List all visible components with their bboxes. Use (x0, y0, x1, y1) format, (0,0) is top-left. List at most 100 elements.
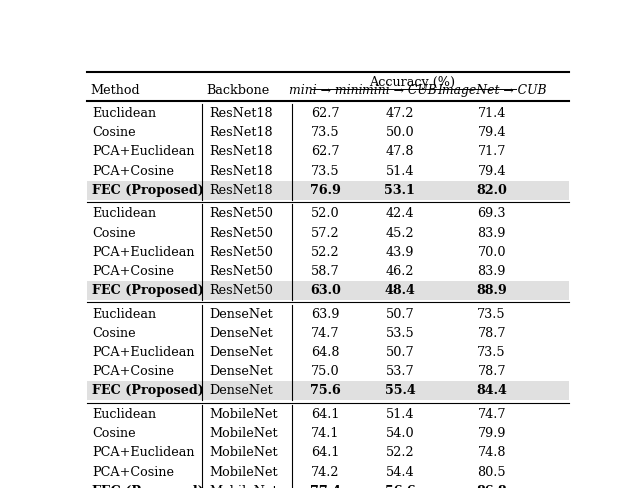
Text: FEC (Proposed): FEC (Proposed) (92, 485, 204, 488)
Text: 51.4: 51.4 (386, 164, 414, 178)
Text: 83.9: 83.9 (477, 226, 506, 240)
Text: 47.2: 47.2 (386, 107, 414, 120)
Text: 78.7: 78.7 (477, 365, 506, 378)
Text: 74.7: 74.7 (477, 408, 506, 421)
Text: Cosine: Cosine (92, 126, 136, 139)
Text: 73.5: 73.5 (311, 164, 340, 178)
Text: 53.1: 53.1 (385, 184, 415, 197)
Text: 73.5: 73.5 (477, 346, 506, 359)
Text: 83.9: 83.9 (477, 265, 506, 278)
Text: 70.0: 70.0 (477, 246, 506, 259)
Text: Cosine: Cosine (92, 427, 136, 440)
Text: Accuracy (%): Accuracy (%) (369, 77, 456, 89)
Text: 43.9: 43.9 (386, 246, 414, 259)
Text: 47.8: 47.8 (386, 145, 414, 159)
Text: PCA+Euclidean: PCA+Euclidean (92, 145, 195, 159)
Text: 63.0: 63.0 (310, 284, 341, 297)
Text: PCA+Cosine: PCA+Cosine (92, 265, 174, 278)
Text: Euclidean: Euclidean (92, 308, 157, 321)
Text: 62.7: 62.7 (311, 145, 340, 159)
FancyBboxPatch shape (88, 381, 568, 401)
Text: 82.0: 82.0 (476, 184, 507, 197)
Text: MobileNet: MobileNet (209, 485, 278, 488)
Text: 57.2: 57.2 (311, 226, 340, 240)
Text: ResNet50: ResNet50 (209, 226, 273, 240)
Text: 53.5: 53.5 (385, 327, 414, 340)
Text: 74.7: 74.7 (311, 327, 340, 340)
Text: 52.2: 52.2 (386, 447, 414, 459)
Text: 54.0: 54.0 (386, 427, 414, 440)
Text: ResNet18: ResNet18 (209, 164, 273, 178)
Text: 75.0: 75.0 (311, 365, 340, 378)
Text: 48.4: 48.4 (385, 284, 415, 297)
Text: 53.7: 53.7 (386, 365, 414, 378)
FancyBboxPatch shape (88, 281, 568, 300)
Text: DenseNet: DenseNet (209, 385, 273, 397)
Text: 42.4: 42.4 (386, 207, 414, 221)
Text: PCA+Euclidean: PCA+Euclidean (92, 246, 195, 259)
Text: 86.8: 86.8 (476, 485, 507, 488)
Text: FEC (Proposed): FEC (Proposed) (92, 284, 204, 297)
Text: Cosine: Cosine (92, 226, 136, 240)
Text: 54.4: 54.4 (386, 466, 414, 479)
FancyBboxPatch shape (88, 482, 568, 488)
Text: MobileNet: MobileNet (209, 408, 278, 421)
Text: 88.9: 88.9 (476, 284, 507, 297)
Text: ResNet50: ResNet50 (209, 265, 273, 278)
Text: 62.7: 62.7 (311, 107, 340, 120)
Text: mini → CUB: mini → CUB (362, 84, 437, 97)
Text: 50.7: 50.7 (386, 308, 414, 321)
Text: Method: Method (90, 84, 140, 97)
Text: 75.6: 75.6 (310, 385, 341, 397)
Text: DenseNet: DenseNet (209, 327, 273, 340)
Text: 45.2: 45.2 (386, 226, 414, 240)
Text: 71.4: 71.4 (477, 107, 506, 120)
Text: ResNet50: ResNet50 (209, 284, 273, 297)
Text: Cosine: Cosine (92, 327, 136, 340)
Text: ResNet50: ResNet50 (209, 207, 273, 221)
FancyBboxPatch shape (88, 181, 568, 200)
Text: ResNet50: ResNet50 (209, 246, 273, 259)
Text: 50.7: 50.7 (386, 346, 414, 359)
Text: 80.5: 80.5 (477, 466, 506, 479)
Text: 84.4: 84.4 (476, 385, 507, 397)
Text: PCA+Euclidean: PCA+Euclidean (92, 346, 195, 359)
Text: DenseNet: DenseNet (209, 308, 273, 321)
Text: Backbone: Backbone (207, 84, 269, 97)
Text: FEC (Proposed): FEC (Proposed) (92, 385, 204, 397)
Text: MobileNet: MobileNet (209, 427, 278, 440)
Text: ResNet18: ResNet18 (209, 145, 273, 159)
Text: FEC (Proposed): FEC (Proposed) (92, 184, 204, 197)
Text: 78.7: 78.7 (477, 327, 506, 340)
Text: DenseNet: DenseNet (209, 365, 273, 378)
Text: 79.9: 79.9 (477, 427, 506, 440)
Text: Euclidean: Euclidean (92, 207, 157, 221)
Text: 55.4: 55.4 (385, 385, 415, 397)
Text: 52.2: 52.2 (311, 246, 340, 259)
Text: 74.8: 74.8 (477, 447, 506, 459)
Text: 73.5: 73.5 (311, 126, 340, 139)
Text: PCA+Cosine: PCA+Cosine (92, 365, 174, 378)
Text: 76.9: 76.9 (310, 184, 341, 197)
Text: 58.7: 58.7 (311, 265, 340, 278)
Text: 69.3: 69.3 (477, 207, 506, 221)
Text: ImageNet → CUB: ImageNet → CUB (437, 84, 547, 97)
Text: 52.0: 52.0 (311, 207, 340, 221)
Text: mini → mini: mini → mini (289, 84, 362, 97)
Text: 64.1: 64.1 (311, 408, 340, 421)
Text: PCA+Cosine: PCA+Cosine (92, 466, 174, 479)
Text: 46.2: 46.2 (386, 265, 414, 278)
Text: Euclidean: Euclidean (92, 408, 157, 421)
Text: PCA+Euclidean: PCA+Euclidean (92, 447, 195, 459)
Text: MobileNet: MobileNet (209, 447, 278, 459)
Text: ResNet18: ResNet18 (209, 107, 273, 120)
Text: 74.2: 74.2 (311, 466, 340, 479)
Text: DenseNet: DenseNet (209, 346, 273, 359)
Text: 79.4: 79.4 (477, 164, 506, 178)
Text: 56.6: 56.6 (385, 485, 415, 488)
Text: PCA+Cosine: PCA+Cosine (92, 164, 174, 178)
Text: 77.4: 77.4 (310, 485, 341, 488)
Text: ResNet18: ResNet18 (209, 126, 273, 139)
Text: 74.1: 74.1 (311, 427, 340, 440)
Text: 64.8: 64.8 (311, 346, 340, 359)
